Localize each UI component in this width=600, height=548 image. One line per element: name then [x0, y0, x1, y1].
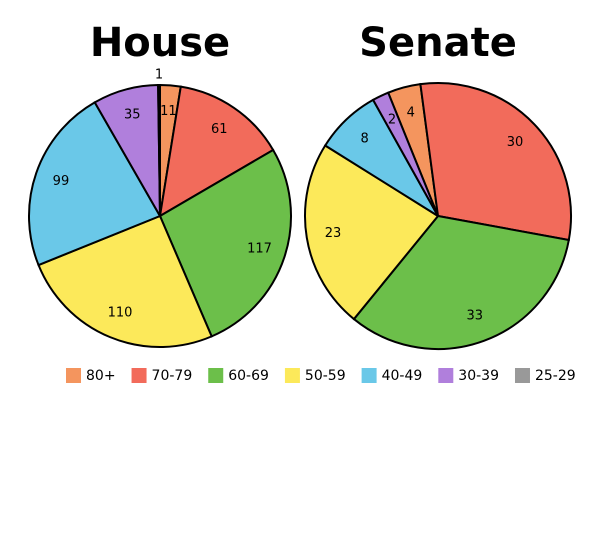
- legend-label: 80+: [86, 368, 116, 384]
- legend-swatch: [66, 368, 81, 383]
- data-label: 1: [155, 68, 163, 83]
- pie-slice: [304, 144, 440, 321]
- legend-label: 30-39: [458, 368, 499, 384]
- pie-slice: [419, 82, 572, 242]
- pie-slice: [371, 91, 439, 217]
- legend-label: 40-49: [382, 368, 423, 384]
- legend-label: 70-79: [152, 368, 193, 384]
- legend-swatch: [284, 368, 300, 383]
- data-label: 8: [360, 131, 368, 146]
- data-label: 4: [407, 106, 415, 121]
- chart-title: Senate: [359, 20, 517, 66]
- legend-label: 50-59: [305, 368, 346, 384]
- legend-swatch: [438, 368, 454, 383]
- data-label: 30: [507, 135, 524, 150]
- legend-label: 25-29: [535, 368, 576, 384]
- legend-swatch: [361, 368, 377, 383]
- data-label: 110: [108, 305, 133, 320]
- data-label: 23: [325, 226, 342, 241]
- data-label: 61: [211, 122, 228, 137]
- legend-label: 60-69: [228, 368, 269, 384]
- legend-swatch: [208, 368, 224, 383]
- data-label: 2: [388, 113, 396, 128]
- data-label: 99: [53, 174, 70, 189]
- legend-swatch: [131, 368, 147, 383]
- pie-slice: [37, 214, 213, 348]
- data-label: 11: [160, 104, 177, 119]
- pie-slice: [157, 83, 161, 217]
- pie-slice: [28, 101, 162, 267]
- pie-slice: [352, 214, 570, 350]
- data-label: 33: [466, 308, 483, 323]
- legend-swatch: [514, 368, 530, 383]
- data-label: 35: [124, 107, 141, 122]
- pie-slice: [158, 85, 275, 218]
- chart-title: House: [90, 20, 230, 66]
- data-label: 117: [247, 241, 272, 256]
